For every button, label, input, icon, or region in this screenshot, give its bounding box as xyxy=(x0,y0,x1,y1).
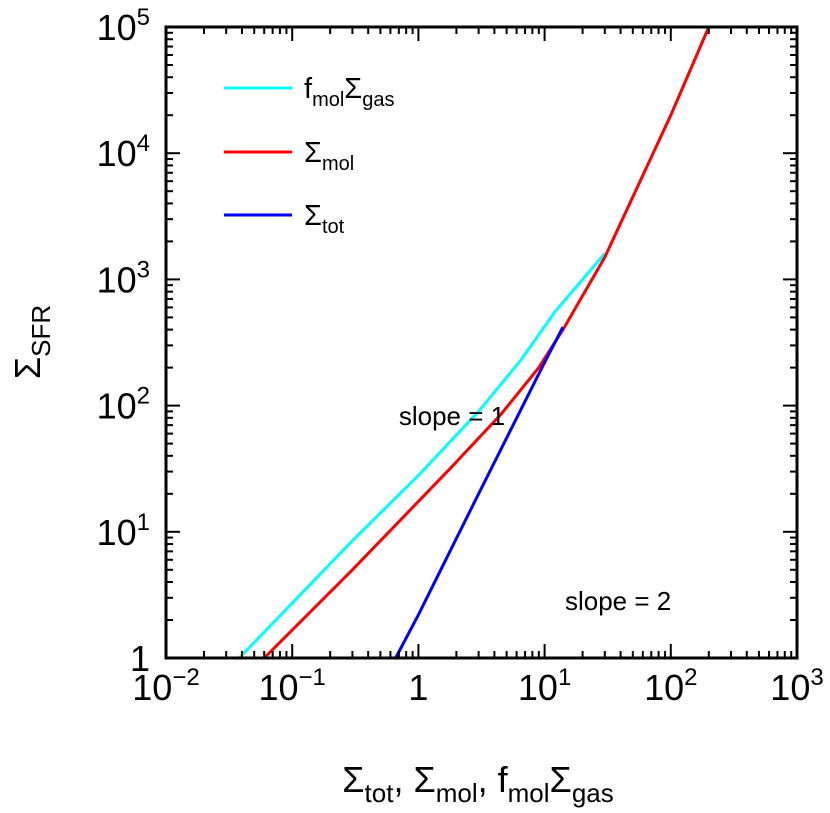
legend-label-fmol-sigma-gas: fmolΣgas xyxy=(304,73,394,111)
y-tick-label: 103 xyxy=(97,256,150,300)
series-line-sigma-tot xyxy=(394,326,565,659)
legend-label-sigma-tot: Σtot xyxy=(304,200,345,238)
x-tick-label: 101 xyxy=(518,664,571,708)
legend-label-sigma-mol: Σmol xyxy=(304,137,354,175)
annotation-slope-1: slope = 1 xyxy=(399,401,505,431)
x-tick-label: 103 xyxy=(770,664,823,708)
x-tick-label: 102 xyxy=(644,664,697,708)
x-tick-label: 10−2 xyxy=(132,664,199,708)
y-tick-label: 101 xyxy=(97,509,150,553)
x-tick-label: 10−1 xyxy=(258,664,325,708)
y-tick-label: 105 xyxy=(97,4,150,48)
y-tick-label: 102 xyxy=(97,383,150,427)
series-line-sigma-mol xyxy=(263,26,711,660)
plot-frame xyxy=(164,25,799,660)
y-tick-label: 104 xyxy=(97,130,150,174)
y-axis-title: ΣSFR xyxy=(7,305,56,379)
x-axis-title: Σtot, Σmol, fmolΣgas xyxy=(342,759,613,808)
series-line-fmol-sigma-gas xyxy=(238,252,606,660)
legend: fmolΣgas Σmol Σtot xyxy=(224,73,394,238)
x-tick-labels: 10−2 10−1 1 101 102 103 xyxy=(132,664,823,708)
y-tick-labels: 1 101 102 103 104 105 xyxy=(97,4,150,679)
y-tick-label: 1 xyxy=(130,638,150,679)
x-tick-label: 1 xyxy=(408,667,428,708)
series-layer xyxy=(238,26,711,660)
annotation-slope-2: slope = 2 xyxy=(565,586,671,616)
